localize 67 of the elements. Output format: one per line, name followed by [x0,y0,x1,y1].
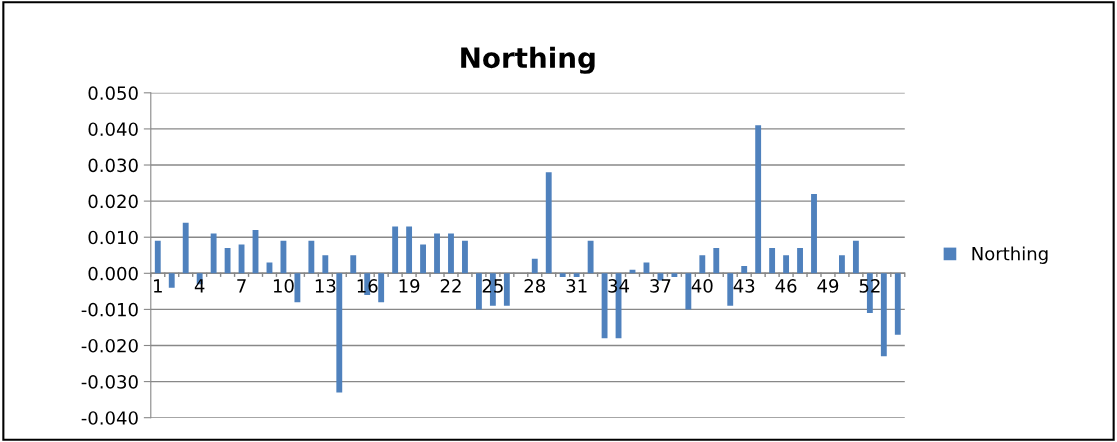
bar [685,273,692,310]
bar [545,172,552,274]
y-tick-label: 0.000 [88,266,138,281]
x-tick-label: 10 [273,279,294,293]
bar [434,233,440,274]
bar [811,193,817,274]
bar [503,273,510,306]
bar [350,255,357,274]
y-tick-label: -0.020 [81,338,138,353]
bar [224,248,231,274]
bar [755,125,762,274]
x-tick-label: 31 [566,279,587,293]
y-tick-label: -0.010 [81,302,138,317]
bar [573,273,580,277]
bar [308,240,315,274]
y-tick-label: -0.030 [81,375,138,389]
bar [852,240,859,274]
bar [657,273,664,281]
x-tick-label: 1 [154,279,162,293]
chart-title: Northing [461,46,595,74]
bar [420,244,426,274]
bar [880,273,887,357]
bar [783,255,790,274]
x-tick-label: 37 [650,279,671,293]
bar [713,248,720,274]
y-tick-label: 0.050 [88,86,138,100]
bar [294,273,301,303]
bar [671,273,678,277]
x-tick-label: 7 [237,279,246,293]
legend-label: Northing [972,246,1048,264]
bar [392,226,399,274]
bar [601,273,608,339]
x-tick-label: 49 [817,279,839,293]
y-tick-label: -0.040 [81,411,138,425]
x-tick-label: 46 [775,279,797,293]
bar [406,226,413,274]
y-tick-label: 0.030 [88,158,138,173]
x-tick-label: 22 [440,279,461,293]
bar [531,258,538,274]
y-tick-label: 0.040 [88,122,138,137]
x-tick-label: 40 [691,279,713,293]
bar [336,273,343,393]
bar [462,240,468,274]
y-tick-label: 0.020 [88,194,138,209]
bar [559,273,566,277]
x-tick-label: 19 [399,279,420,293]
bar [587,240,594,274]
bar [378,273,385,303]
bar [210,233,217,274]
bar [894,273,901,335]
bar [322,255,329,274]
bar [727,273,734,306]
bar [839,255,845,274]
bar [168,273,175,288]
y-tick-label: 0.010 [88,230,138,245]
x-tick-label: 43 [733,279,755,293]
x-tick-label: 28 [524,279,546,293]
x-tick-label: 4 [194,279,205,293]
bar [699,255,706,274]
bar [475,273,482,310]
bar [797,248,803,274]
bar [769,248,776,274]
bar [741,266,748,274]
bar [182,222,189,274]
bar [154,240,161,274]
bar [448,233,454,274]
x-tick-label: 13 [315,279,336,293]
